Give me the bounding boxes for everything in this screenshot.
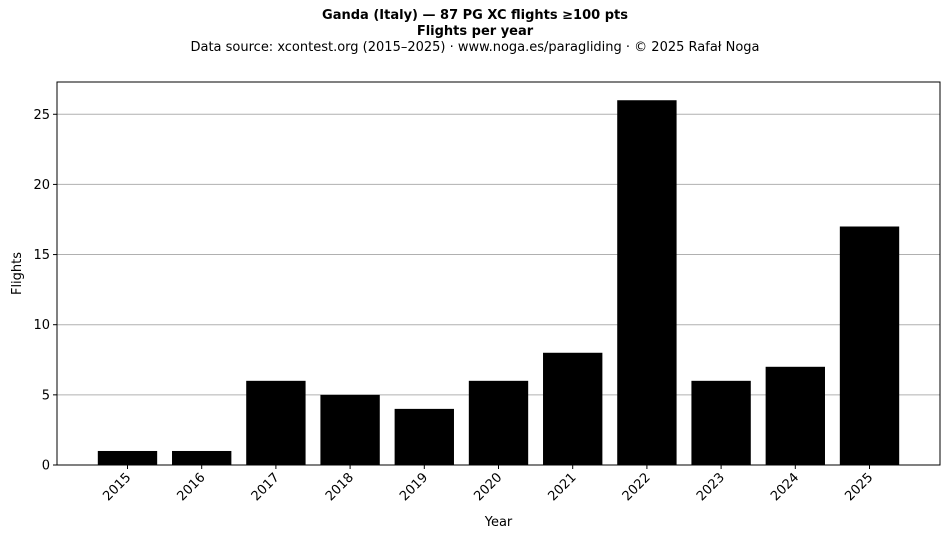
x-tick-label: 2021: [546, 470, 580, 504]
chart-subtitle: Flights per year: [416, 24, 534, 39]
y-tick-label: 15: [33, 248, 50, 263]
y-axis: 0 5 10 15 20 25: [33, 108, 57, 474]
bar-2017: [246, 380, 306, 465]
bar-2024: [765, 366, 825, 465]
bar-2018: [320, 394, 380, 465]
y-axis-title: Flights: [10, 252, 25, 295]
bar-2015: [97, 450, 158, 465]
x-tick-label: 2025: [842, 470, 876, 504]
x-tick-label: 2017: [249, 470, 283, 504]
x-tick-label: 2020: [471, 470, 505, 504]
chart-title: Ganda (Italy) — 87 PG XC flights ≥100 pt…: [322, 8, 628, 23]
y-tick-label: 0: [42, 459, 50, 474]
x-tick-label: 2019: [397, 470, 431, 504]
x-axis-title: Year: [484, 515, 513, 530]
x-tick-label: 2023: [694, 470, 728, 504]
bar-2021: [543, 352, 603, 465]
bar-2016: [172, 450, 232, 465]
grid-lines: [57, 113, 940, 396]
chart-source-note: Data source: xcontest.org (2015–2025) · …: [190, 40, 760, 55]
chart-title-block: Ganda (Italy) — 87 PG XC flights ≥100 pt…: [0, 8, 950, 56]
y-tick-label: 10: [33, 318, 50, 333]
x-tick-label: 2016: [175, 470, 209, 504]
bar-2025: [839, 226, 900, 465]
bar-2020: [468, 380, 529, 465]
bar-2019: [394, 408, 454, 465]
x-tick-label: 2018: [323, 470, 357, 504]
x-tick-label: 2024: [768, 470, 802, 504]
bar-2022: [617, 100, 677, 465]
y-tick-label: 25: [33, 108, 50, 123]
y-tick-label: 5: [42, 388, 50, 403]
x-axis: 2015 2016 2017 2018 2019 2020 2021 2022 2023 2024…: [100, 465, 876, 504]
bar-2023: [691, 380, 751, 465]
x-tick-label: 2022: [620, 470, 654, 504]
x-tick-label: 2015: [100, 470, 134, 504]
bars: [97, 100, 900, 465]
y-tick-label: 20: [33, 178, 50, 193]
